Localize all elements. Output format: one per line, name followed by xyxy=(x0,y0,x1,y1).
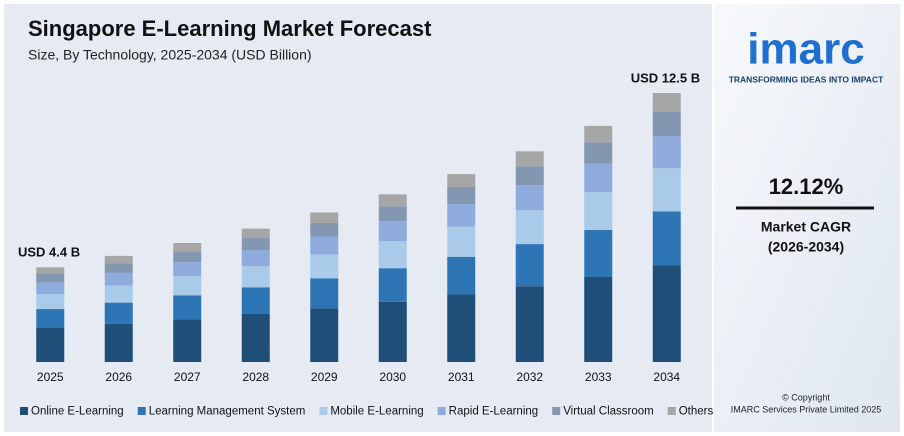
legend-label: Online E-Learning xyxy=(31,406,124,418)
bar-segment xyxy=(241,250,270,267)
bar-segment xyxy=(104,263,133,273)
bar-segment xyxy=(36,273,65,283)
bar-segment xyxy=(173,276,202,296)
bar-segment xyxy=(173,295,202,320)
x-tick-label: 2030 xyxy=(379,370,406,384)
bar-segment xyxy=(104,255,133,264)
legend-swatch xyxy=(20,407,28,415)
bar-segment xyxy=(652,265,681,362)
bar-segment xyxy=(515,166,544,186)
x-tick-label: 2033 xyxy=(585,370,612,384)
bar-segment xyxy=(241,287,270,315)
bar-segment xyxy=(652,111,681,137)
bar-segment xyxy=(378,241,407,269)
bar-segment xyxy=(447,174,476,188)
bar-segment xyxy=(447,226,476,257)
bar-segment xyxy=(310,308,339,362)
bar-segment xyxy=(104,302,133,324)
bar-segment xyxy=(36,267,65,274)
bar-segment xyxy=(515,244,544,287)
bar-segment xyxy=(173,251,202,263)
bar-segment xyxy=(515,185,544,211)
bar-segment xyxy=(310,212,339,223)
side-panel xyxy=(714,4,900,432)
bar-segment xyxy=(447,294,476,362)
bar-segment xyxy=(310,254,339,279)
chart-subtitle: Size, By Technology, 2025-2034 (USD Bill… xyxy=(28,47,312,63)
x-tick-label: 2026 xyxy=(105,370,132,384)
bar-segment xyxy=(378,206,407,222)
bar-segment xyxy=(173,242,202,252)
bar-segment xyxy=(584,142,613,164)
bar-segment xyxy=(310,236,339,255)
bar-segment xyxy=(584,125,613,143)
bar-segment xyxy=(36,309,65,328)
bar-segment xyxy=(515,151,544,167)
x-tick-label: 2031 xyxy=(448,370,475,384)
bar-segment xyxy=(584,229,613,277)
x-tick-label: 2025 xyxy=(37,370,64,384)
bar-segment xyxy=(652,168,681,212)
legend-label: Learning Management System xyxy=(149,406,306,418)
tagline: TRANSFORMING IDEAS INTO IMPACT xyxy=(729,74,884,84)
bar-segment xyxy=(241,238,270,251)
cagr-label: Market CAGR xyxy=(761,219,851,235)
company: IMARC Services Private Limited 2025 xyxy=(731,404,882,414)
bar-segment xyxy=(584,163,613,192)
bar-segment xyxy=(241,228,270,239)
legend-swatch xyxy=(319,407,328,415)
bar-segment xyxy=(378,268,407,302)
chart-title: Singapore E-Learning Market Forecast xyxy=(28,16,432,41)
legend-swatch xyxy=(437,407,446,415)
bar-segment xyxy=(241,314,270,362)
bar-segment xyxy=(173,319,202,362)
bar-segment xyxy=(447,187,476,205)
bar-segment xyxy=(447,204,476,227)
logo: imarc xyxy=(747,25,864,74)
bar-segment xyxy=(378,301,407,362)
bar-segment xyxy=(36,293,65,310)
bar-segment xyxy=(515,286,544,362)
bar-segment xyxy=(447,256,476,295)
annotation: USD 4.4 B xyxy=(18,245,80,260)
bar-segment xyxy=(104,285,133,303)
bar-segment xyxy=(104,323,133,362)
cagr-value: 12.12% xyxy=(769,174,844,199)
legend-label: Mobile E-Learning xyxy=(330,406,423,418)
bar-segment xyxy=(104,272,133,286)
bar-segment xyxy=(584,276,613,362)
bar-segment xyxy=(652,136,681,169)
cagr-period: (2026-2034) xyxy=(768,239,844,255)
bar-segment xyxy=(652,211,681,266)
legend-label: Rapid E-Learning xyxy=(449,406,539,418)
bar-segment xyxy=(378,221,407,242)
legend-swatch xyxy=(137,407,146,415)
legend-swatch xyxy=(552,407,561,415)
x-tick-label: 2032 xyxy=(516,370,543,384)
x-tick-label: 2028 xyxy=(242,370,269,384)
legend-label: Others xyxy=(679,406,714,418)
legend-label: Virtual Classroom xyxy=(563,406,654,418)
x-tick-label: 2034 xyxy=(653,370,680,384)
bar-segment xyxy=(36,327,65,362)
bar-segment xyxy=(584,191,613,230)
bar-segment xyxy=(652,93,681,112)
bar-segment xyxy=(378,194,407,207)
x-tick-label: 2029 xyxy=(311,370,338,384)
copyright: © Copyright xyxy=(782,392,830,402)
bar-segment xyxy=(515,210,544,245)
bar-segment xyxy=(36,282,65,294)
bar-segment xyxy=(310,278,339,309)
x-tick-label: 2027 xyxy=(174,370,201,384)
legend-swatch xyxy=(667,407,676,415)
bar-segment xyxy=(173,262,202,277)
bar-segment xyxy=(310,222,339,237)
bar-segment xyxy=(241,266,270,288)
annotation: USD 12.5 B xyxy=(631,70,700,85)
